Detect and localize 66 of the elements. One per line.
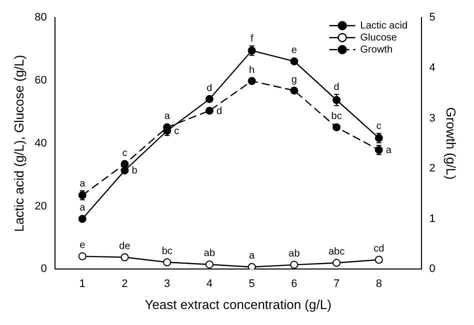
- data-label: f: [250, 34, 254, 45]
- data-label: cd: [374, 244, 384, 255]
- data-label: a: [80, 202, 86, 214]
- x-tick-label: 3: [164, 278, 170, 290]
- data-label: d: [206, 82, 212, 94]
- data-label: e: [291, 45, 298, 56]
- data-label: a: [386, 145, 392, 156]
- data-label: c: [376, 121, 382, 132]
- data-label: ab: [288, 248, 300, 260]
- point: [205, 260, 214, 268]
- data-label: d: [216, 106, 222, 117]
- data-label: abc: [328, 246, 345, 258]
- point: [248, 263, 256, 270]
- legend-label: Glucose: [360, 32, 398, 44]
- y-tick-label: 40: [34, 137, 47, 150]
- x-tick-label: 8: [376, 278, 382, 290]
- x-tick-label: 5: [248, 278, 255, 290]
- y-tick-label: 60: [34, 74, 47, 87]
- data-label: h: [249, 64, 255, 76]
- point: [290, 57, 298, 66]
- data-label: d: [334, 82, 340, 94]
- point: [374, 256, 383, 264]
- data-label: bc: [331, 111, 342, 122]
- y-tick-label: 0: [40, 263, 47, 276]
- y2-tick-label: 1: [429, 212, 436, 225]
- x-axis-title: Yeast extract concentration (g/L): [144, 296, 332, 312]
- y2-tick-label: 5: [429, 12, 436, 24]
- y-tick-label: 20: [34, 200, 47, 212]
- y2-tick-label: 0: [429, 263, 436, 276]
- legend-label: Lactic acid: [360, 20, 408, 32]
- y2-tick-label: 2: [429, 162, 436, 175]
- point: [163, 258, 172, 266]
- data-label: ab: [204, 248, 216, 260]
- point: [332, 96, 341, 104]
- x-tick-label: 4: [206, 278, 213, 290]
- data-label: de: [119, 241, 131, 252]
- y2-tick-label: 3: [429, 112, 436, 124]
- point: [290, 86, 298, 95]
- y2-axis-title: Growth (g/L): [444, 107, 459, 180]
- point: [332, 258, 341, 267]
- data-label: e: [80, 240, 86, 252]
- data-label: a: [164, 111, 170, 122]
- x-tick-label: 7: [333, 278, 340, 290]
- y2-tick-label: 4: [429, 62, 436, 74]
- data-label: b: [132, 166, 138, 177]
- x-tick-label: 2: [122, 278, 128, 290]
- point: [248, 77, 256, 86]
- point: [78, 214, 86, 223]
- point: [120, 166, 129, 174]
- data-label: bc: [162, 246, 172, 258]
- x-tick-label: 1: [79, 278, 86, 290]
- data-label: c: [122, 148, 128, 159]
- point: [205, 95, 214, 104]
- data-label: a: [249, 250, 256, 262]
- point: [205, 106, 214, 115]
- point: [120, 253, 129, 262]
- y-tick-label: 80: [34, 12, 47, 24]
- data-label: g: [291, 74, 297, 86]
- point: [290, 260, 298, 269]
- legend-label: Growth: [360, 44, 393, 56]
- point: [332, 123, 341, 132]
- y-axis-title: Lactic acid (g/L), Glucose (g/L): [11, 54, 26, 232]
- data-label: a: [80, 178, 86, 190]
- point: [78, 252, 86, 260]
- data-label: c: [174, 126, 180, 138]
- x-tick-label: 6: [291, 278, 298, 290]
